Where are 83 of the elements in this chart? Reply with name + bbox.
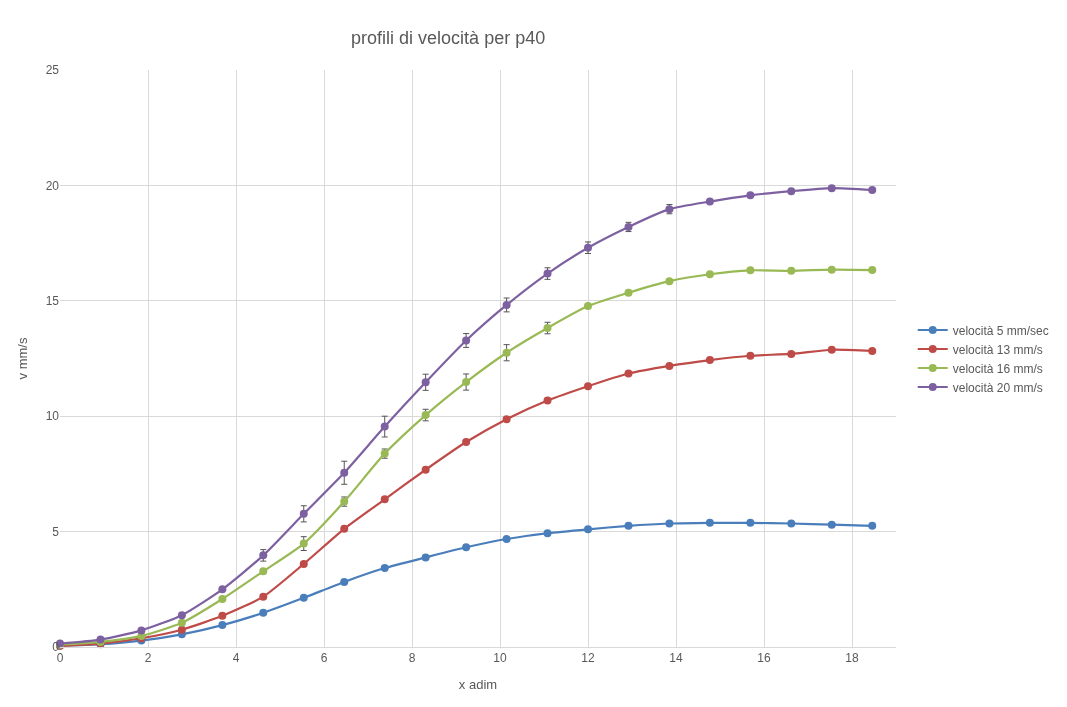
point bbox=[787, 266, 796, 275]
point bbox=[827, 345, 836, 354]
point bbox=[624, 288, 633, 297]
point bbox=[218, 621, 227, 630]
y-tick-label: 25 bbox=[45, 63, 60, 78]
point bbox=[827, 265, 836, 274]
point bbox=[340, 577, 349, 586]
point bbox=[584, 525, 592, 534]
point bbox=[584, 302, 592, 311]
point bbox=[421, 553, 430, 562]
point bbox=[746, 266, 755, 275]
point bbox=[584, 382, 592, 391]
x-tick-label: 8 bbox=[408, 651, 416, 666]
point bbox=[462, 378, 471, 387]
point bbox=[705, 197, 714, 206]
legend-label: velocità 13 mm/s bbox=[952, 342, 1043, 357]
legend-label: velocità 5 mm/sec bbox=[952, 323, 1049, 338]
x-tick-label: 10 bbox=[493, 651, 507, 666]
x-tick-label: 2 bbox=[144, 651, 152, 666]
y-axis-title: v mm/s bbox=[14, 337, 30, 380]
point bbox=[380, 564, 389, 573]
x-tick-label: 16 bbox=[757, 651, 771, 666]
point bbox=[746, 351, 755, 360]
point bbox=[218, 585, 227, 594]
x-tick-label: 18 bbox=[845, 651, 859, 666]
point bbox=[177, 625, 186, 634]
point bbox=[137, 626, 146, 635]
point bbox=[502, 415, 511, 424]
point bbox=[421, 465, 430, 474]
point bbox=[502, 300, 511, 309]
point bbox=[177, 618, 186, 627]
point bbox=[746, 518, 755, 527]
point bbox=[340, 468, 349, 477]
point bbox=[259, 592, 268, 601]
point bbox=[624, 369, 633, 378]
point bbox=[705, 518, 714, 527]
point bbox=[868, 521, 877, 530]
point bbox=[462, 438, 471, 447]
point bbox=[705, 356, 714, 365]
legend-label: velocità 16 mm/s bbox=[952, 361, 1043, 376]
point bbox=[421, 378, 430, 387]
point bbox=[787, 349, 796, 358]
point bbox=[380, 422, 389, 431]
x-tick-label: 4 bbox=[232, 651, 240, 666]
point bbox=[827, 520, 836, 529]
point bbox=[868, 346, 877, 355]
point bbox=[827, 184, 836, 193]
point bbox=[259, 567, 268, 576]
point bbox=[380, 495, 389, 504]
point bbox=[665, 361, 674, 370]
point bbox=[299, 509, 308, 518]
x-tick-label: 6 bbox=[320, 651, 328, 666]
point bbox=[543, 396, 552, 405]
chart-title: profili di velocità per p40 bbox=[351, 28, 546, 49]
point bbox=[340, 524, 349, 533]
point bbox=[218, 594, 227, 603]
point bbox=[787, 519, 796, 528]
y-tick-label: 20 bbox=[45, 178, 60, 193]
point bbox=[299, 559, 308, 568]
legend-label: velocità 20 mm/s bbox=[952, 380, 1043, 395]
point bbox=[299, 593, 308, 602]
x-axis-title: x adim bbox=[458, 677, 498, 692]
point bbox=[665, 519, 674, 528]
point bbox=[259, 608, 268, 617]
x-tick-label: 12 bbox=[581, 651, 595, 666]
y-tick-label: 5 bbox=[52, 524, 60, 539]
point bbox=[502, 534, 511, 543]
point bbox=[502, 348, 511, 357]
point bbox=[177, 611, 186, 620]
y-tick-label: 10 bbox=[45, 409, 60, 424]
point bbox=[868, 186, 877, 195]
point bbox=[665, 277, 674, 286]
point bbox=[624, 521, 633, 530]
point bbox=[543, 529, 552, 538]
point bbox=[868, 266, 877, 275]
point bbox=[299, 539, 308, 548]
y-tick-label: 15 bbox=[45, 294, 60, 308]
x-tick-label: 14 bbox=[669, 651, 683, 666]
point bbox=[746, 191, 755, 200]
point bbox=[218, 611, 227, 620]
point bbox=[462, 543, 471, 552]
point bbox=[705, 270, 714, 279]
point bbox=[787, 187, 796, 196]
